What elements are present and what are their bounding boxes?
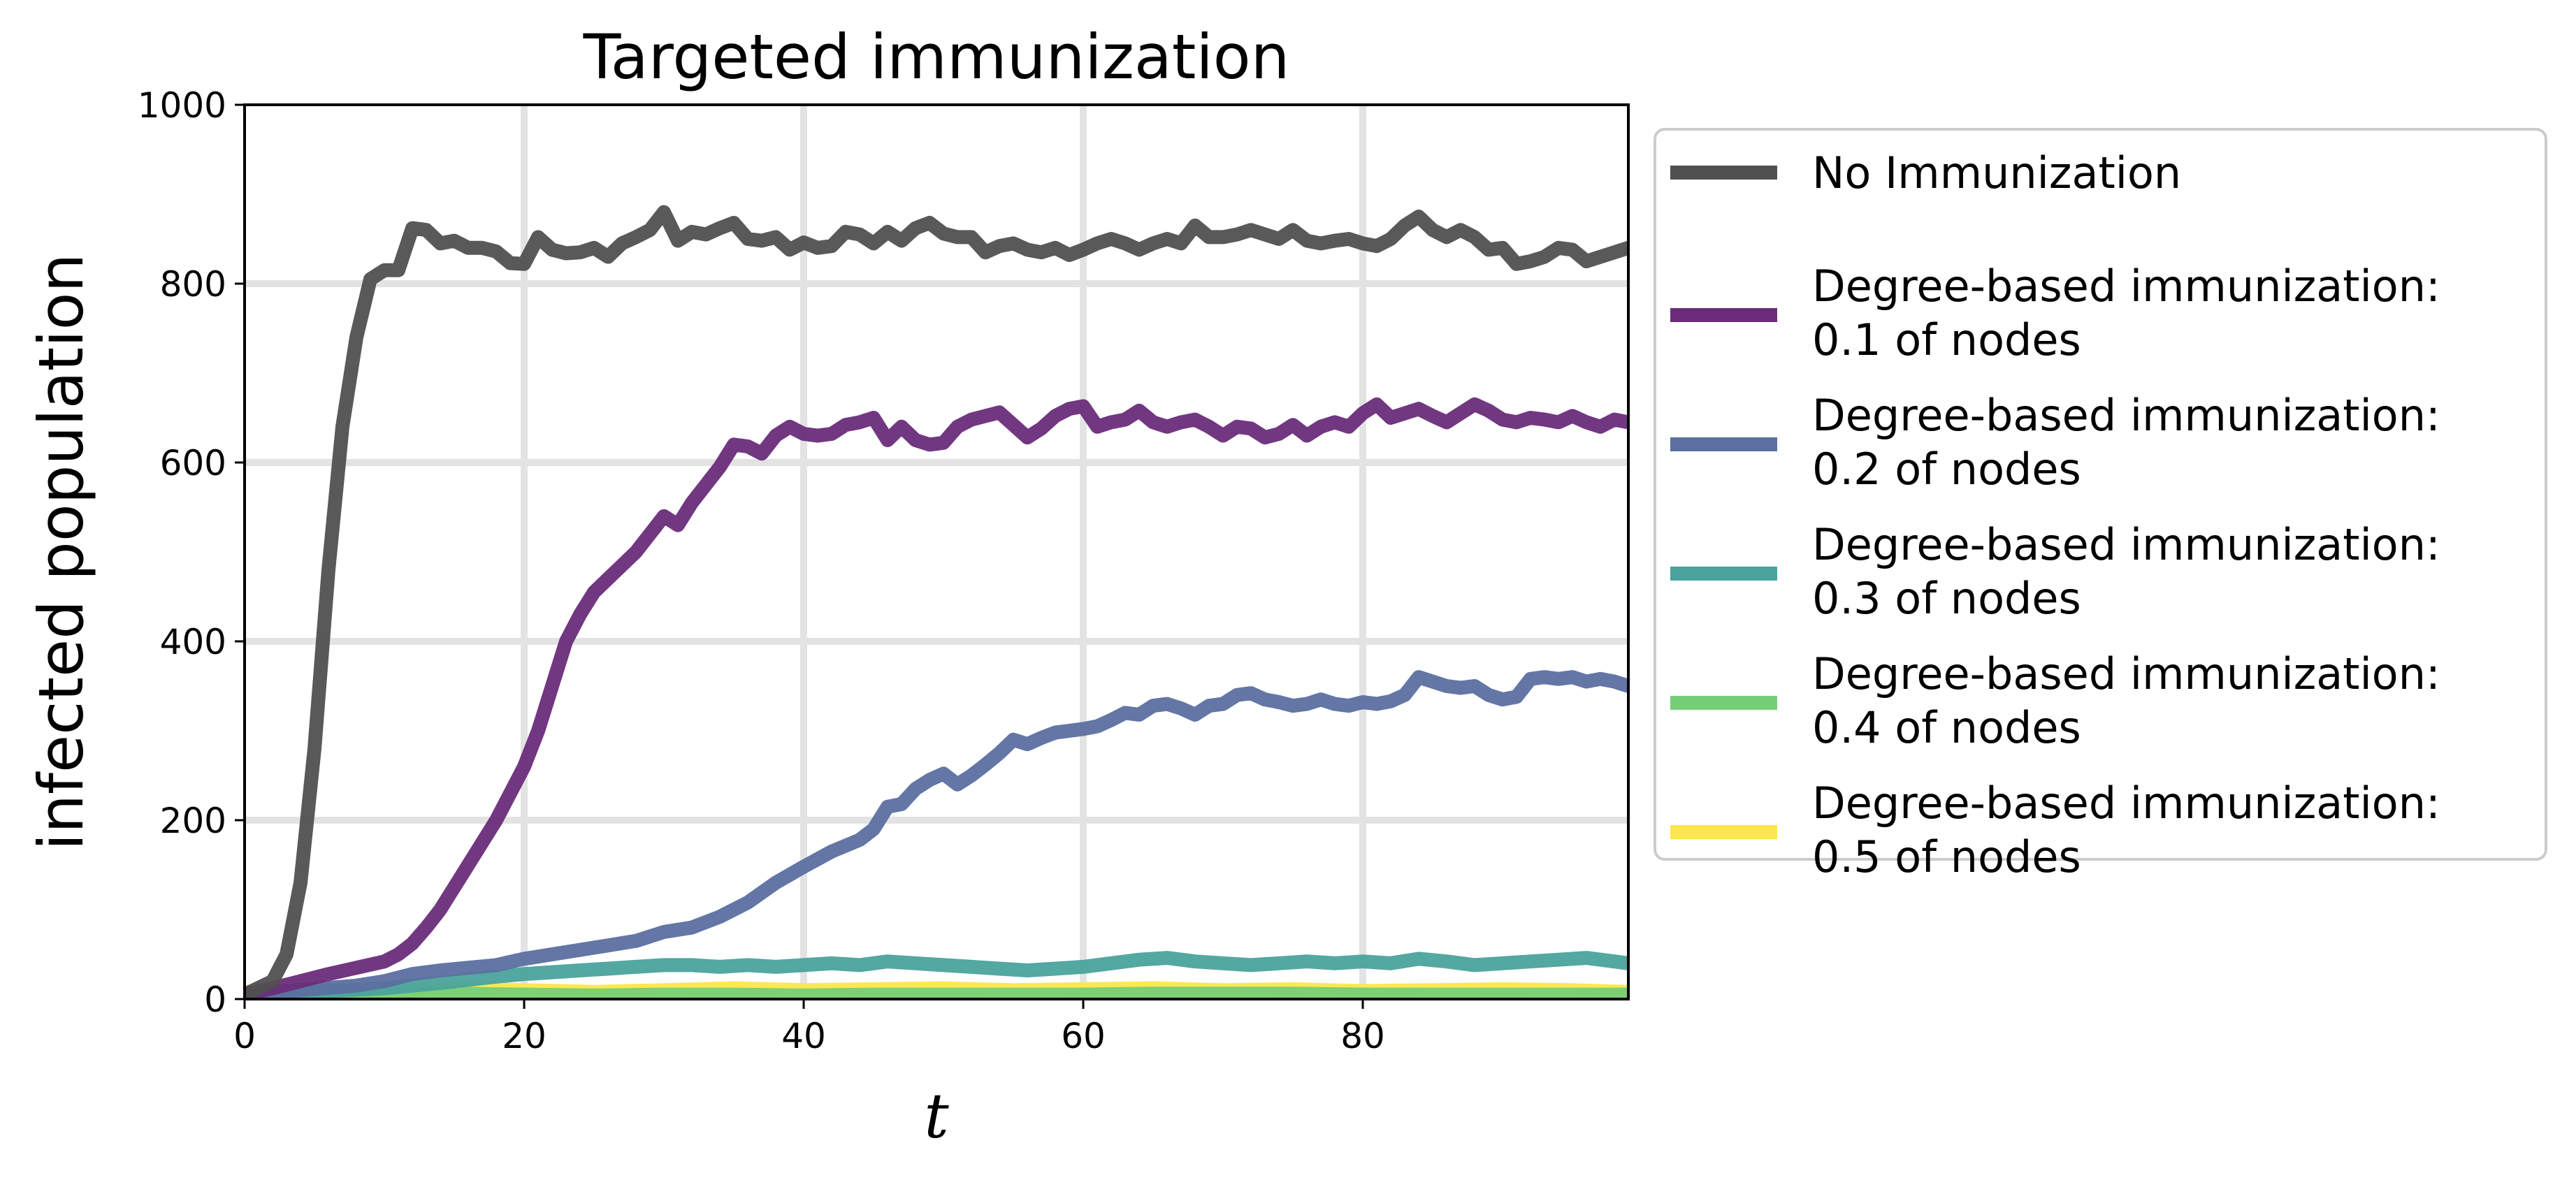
legend-label-2: 0.2 of nodes bbox=[1812, 444, 2081, 495]
legend-label-4: 0.4 of nodes bbox=[1812, 702, 2081, 753]
series-line-3 bbox=[245, 951, 1628, 999]
series-line-2 bbox=[245, 670, 1628, 999]
legend-label-1: 0.1 of nodes bbox=[1812, 314, 2081, 365]
series-layer bbox=[245, 205, 1628, 999]
y-tick-label: 200 bbox=[160, 801, 226, 841]
chart-title: Targeted immunization bbox=[583, 21, 1290, 93]
plot-frame bbox=[243, 103, 1630, 1000]
legend-box bbox=[1654, 128, 2547, 861]
x-tick-label: 40 bbox=[781, 1016, 826, 1056]
series-line-0 bbox=[245, 205, 1628, 999]
x-tick-label: 80 bbox=[1340, 1016, 1385, 1056]
y-axis-label: infected population bbox=[25, 254, 97, 850]
x-tick-label: 20 bbox=[502, 1016, 547, 1056]
legend: No Immunization Degree-based immunization… bbox=[1654, 128, 2547, 882]
legend-label-4: Degree-based immunization: bbox=[1812, 648, 2440, 699]
y-tick-label: 800 bbox=[160, 264, 226, 305]
legend-label-0: No Immunization bbox=[1812, 147, 2181, 198]
y-tick-label: 600 bbox=[160, 443, 226, 483]
legend-label-2: Degree-based immunization: bbox=[1812, 390, 2440, 441]
legend-label-3: 0.3 of nodes bbox=[1812, 573, 2081, 624]
legend-label-5: Degree-based immunization: bbox=[1812, 778, 2440, 829]
y-tick-label: 0 bbox=[204, 979, 226, 1020]
y-tick-label: 1000 bbox=[138, 85, 226, 126]
series-line-1 bbox=[245, 397, 1628, 999]
series-line-4 bbox=[245, 986, 1628, 999]
x-tick-label: 0 bbox=[233, 1016, 256, 1056]
legend-label-1: Degree-based immunization: bbox=[1812, 261, 2440, 312]
legend-label-5: 0.5 of nodes bbox=[1812, 831, 2081, 882]
x-axis-label: t bbox=[924, 1080, 949, 1152]
y-tick-label: 400 bbox=[160, 622, 226, 662]
x-tick-label: 60 bbox=[1061, 1016, 1106, 1056]
legend-label-3: Degree-based immunization: bbox=[1812, 519, 2440, 570]
